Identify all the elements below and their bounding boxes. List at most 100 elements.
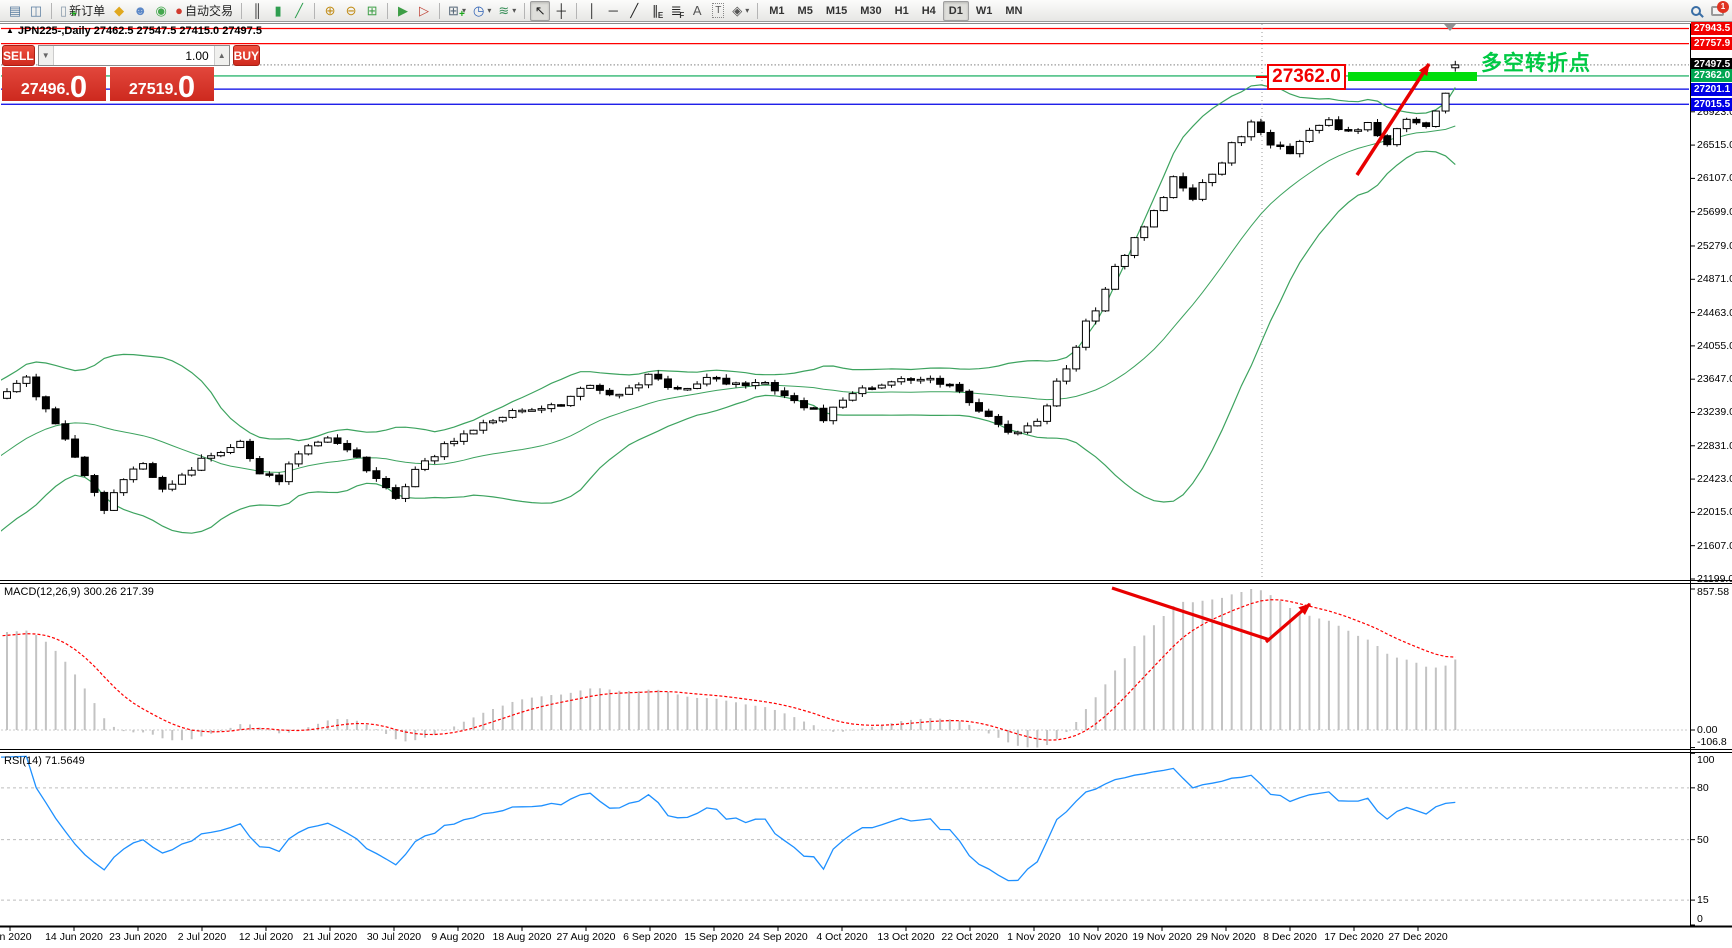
candle <box>197 454 206 472</box>
periods-icon: ◷ <box>472 3 485 18</box>
candle <box>712 375 721 382</box>
zoom-in-button[interactable]: ⊕ <box>320 1 340 21</box>
volume-increase-button[interactable]: ▲ <box>213 46 229 65</box>
vertical-line-button[interactable]: │ <box>582 1 602 21</box>
timeframe-m5-button[interactable]: M5 <box>797 4 813 17</box>
candle-body <box>1334 119 1343 131</box>
vertical-line-icon: │ <box>588 3 597 18</box>
toolbar-separator <box>524 2 526 19</box>
buy-price[interactable]: 27519. 0 <box>110 67 214 102</box>
new-chart-button[interactable]: ⊞ + ▾ <box>445 1 469 21</box>
candle-body <box>547 404 556 410</box>
trendline-button[interactable]: ╱ <box>624 1 644 21</box>
turning-point-label[interactable]: 多空转折点 <box>1481 52 1591 75</box>
buy-price-dot: . <box>173 82 178 99</box>
date-label: 22 Oct 2020 <box>941 931 999 943</box>
candle <box>1276 141 1285 150</box>
chart-shift-button[interactable]: ▷ <box>414 1 434 21</box>
rsi-tick-label: 15 <box>1697 894 1709 907</box>
candle <box>1227 141 1236 166</box>
bar-chart-button[interactable]: ║ <box>247 1 267 21</box>
candle <box>1383 134 1392 147</box>
signals-button[interactable]: ◉ <box>151 1 171 21</box>
candle-body <box>838 399 847 408</box>
candle <box>566 395 575 407</box>
candle <box>916 376 925 384</box>
candle-body <box>440 443 449 458</box>
rsi-tick-label: 0 <box>1697 913 1703 925</box>
horizontal-line-button[interactable]: ─ <box>603 1 623 21</box>
candlestick-chart-button[interactable]: ▮ <box>268 1 288 21</box>
autotrading-button[interactable]: ● 自动交易 <box>172 1 236 21</box>
buy-button[interactable]: BUY <box>232 45 261 66</box>
candle-body <box>702 376 711 385</box>
new-order-icon: ▯ <box>60 3 68 18</box>
line-chart-button[interactable]: ╱ <box>289 1 309 21</box>
price-line-label: 27362.0 <box>1691 69 1732 82</box>
arrows-button[interactable]: ◈ ▾ <box>729 1 752 21</box>
crosshair-button[interactable]: ┼ <box>551 1 571 21</box>
volume-input[interactable] <box>53 46 214 65</box>
candle <box>1023 422 1032 435</box>
buy-price-int: 27519 <box>128 81 174 98</box>
candle-body <box>1013 431 1022 435</box>
auto-scroll-button[interactable]: ▶ <box>393 1 413 21</box>
sell-button[interactable]: SELL <box>2 45 35 66</box>
candle <box>625 384 634 395</box>
candle <box>100 490 109 515</box>
candle-body <box>265 473 274 476</box>
new-order-button[interactable]: ▯ + 新订单 <box>57 1 108 21</box>
volume-decrease-button[interactable]: ▼ <box>38 46 54 65</box>
sell-price[interactable]: 27496. 0 <box>2 67 106 102</box>
timeframe-m30-button[interactable]: M30 <box>860 4 882 17</box>
toolbar-separator <box>757 2 759 19</box>
timeframe-mn-button[interactable]: MN <box>1005 4 1023 17</box>
candle-body <box>323 437 332 443</box>
timeframe-m15-button[interactable]: M15 <box>825 4 848 17</box>
chart-title-text: JPN225-,Daily 27462.5 27547.5 27415.0 27… <box>17 25 262 37</box>
candle-body <box>819 407 828 422</box>
history-center-button[interactable]: ◆ <box>109 1 129 21</box>
text-button[interactable]: A <box>687 1 707 21</box>
timeframe-d1-button[interactable]: D1 <box>942 0 969 21</box>
timeframe-h1-button[interactable]: H1 <box>894 4 909 17</box>
notifications-button[interactable]: 1 <box>1707 0 1729 21</box>
macd-down-arrow <box>1111 586 1271 642</box>
candle-body <box>1091 310 1100 322</box>
date-label: 12 Jul 2020 <box>238 931 294 943</box>
candle <box>430 454 439 465</box>
bollinger-lower-line <box>1 150 1456 534</box>
timeframe-h4-button[interactable]: H4 <box>921 4 936 17</box>
candle <box>800 397 809 411</box>
candle <box>1043 403 1052 425</box>
candle <box>440 441 449 460</box>
chart-preview-button[interactable]: ◫ <box>26 1 46 21</box>
toolbar-separator <box>439 2 441 19</box>
data-window-button[interactable]: ☻ <box>130 1 150 21</box>
chart-window-button[interactable]: ▤ <box>5 1 25 21</box>
price-tick-label: 24463.0 <box>1697 306 1732 319</box>
periods-button[interactable]: ◷ ▾ <box>470 1 494 21</box>
text-label-button[interactable]: T <box>708 1 728 21</box>
date-label: 23 Jun 2020 <box>109 931 167 943</box>
candle <box>557 403 566 407</box>
tile-windows-button[interactable]: ⊞ <box>362 1 382 21</box>
search-button[interactable] <box>1686 1 1706 21</box>
candle <box>722 374 731 386</box>
timeframe-m1-button[interactable]: M1 <box>769 4 785 17</box>
indicators-button[interactable]: ≋ ▾ <box>495 1 519 21</box>
date-label: 2 Jul 2020 <box>177 931 227 943</box>
fibonacci-button[interactable]: ≣ F <box>666 1 686 21</box>
candle-body <box>518 409 527 413</box>
candle <box>1091 307 1100 325</box>
candle-body <box>1247 121 1256 138</box>
candle-body <box>12 382 21 393</box>
macd-signal-line <box>1 599 1456 741</box>
cursor-button[interactable]: ↖ <box>530 0 551 21</box>
price-callout[interactable]: 27362.0 <box>1267 64 1346 90</box>
timeframe-w1-button[interactable]: W1 <box>975 4 993 17</box>
candle-body <box>732 382 740 385</box>
zoom-out-button[interactable]: ⊖ <box>341 1 361 21</box>
equidistant-channel-button[interactable]: ∥ E <box>645 1 665 21</box>
